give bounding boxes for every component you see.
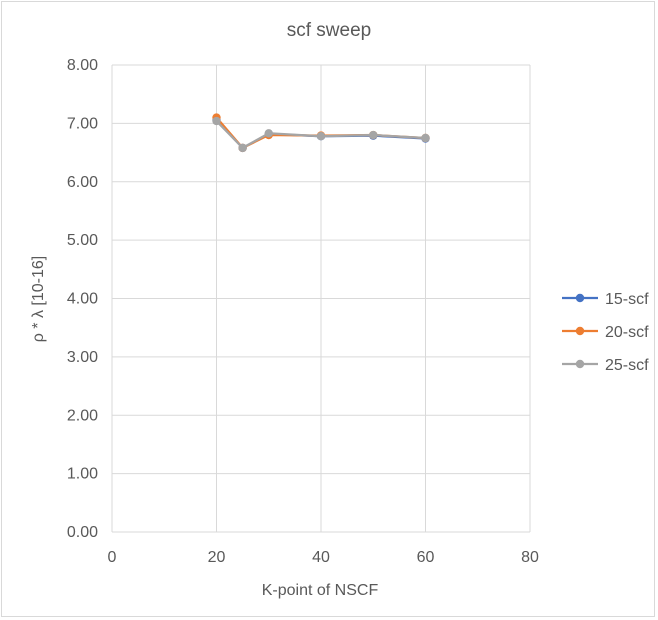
x-tick-label: 0 — [108, 549, 117, 566]
y-tick-label: 4.00 — [67, 291, 98, 308]
legend-swatch-marker — [575, 293, 585, 303]
legend[interactable]: 15-scf 20-scf 25-scf — [562, 291, 649, 374]
legend-item-15-scf[interactable]: 15-scf — [562, 291, 649, 308]
y-axis-label: ρ * λ [10-16] — [30, 256, 47, 342]
x-axis-label: K-point of NSCF — [262, 582, 379, 599]
y-tick-label: 8.00 — [67, 57, 98, 74]
legend-swatch-marker — [575, 326, 585, 336]
y-tick-label: 5.00 — [67, 232, 98, 249]
y-axis-ticks: 0.00 1.00 2.00 3.00 4.00 5.00 6.00 7.00 8.00 — [67, 57, 98, 541]
series-line-25-scf — [215, 119, 427, 150]
data-point-25-scf — [264, 129, 273, 138]
x-tick-label: 80 — [521, 549, 539, 566]
legend-label: 15-scf — [605, 291, 649, 308]
data-point-25-scf — [238, 143, 247, 153]
legend-item-25-scf[interactable]: 25-scf — [562, 357, 649, 374]
series-25-scf — [212, 116, 430, 153]
y-tick-label: 2.00 — [67, 407, 98, 424]
y-tick-label: 1.00 — [67, 466, 98, 483]
x-tick-label: 20 — [208, 549, 226, 566]
x-tick-label: 60 — [417, 549, 435, 566]
legend-item-20-scf[interactable]: 20-scf — [562, 324, 649, 341]
legend-label: 20-scf — [605, 324, 649, 341]
data-point-25-scf — [421, 133, 430, 143]
grid-lines — [111, 64, 531, 533]
x-tick-label: 40 — [312, 549, 330, 566]
data-point-25-scf — [212, 116, 221, 126]
y-tick-label: 0.00 — [67, 524, 98, 541]
data-point-25-scf — [369, 130, 378, 140]
x-axis-ticks: 0 20 40 60 80 — [108, 549, 539, 566]
legend-label: 25-scf — [605, 357, 649, 374]
chart-title: scf sweep — [287, 20, 371, 41]
data-point-25-scf — [316, 132, 326, 141]
y-tick-label: 7.00 — [67, 115, 98, 132]
y-tick-label: 6.00 — [67, 174, 98, 191]
legend-swatch-marker — [575, 359, 585, 369]
data-series — [212, 113, 430, 153]
y-tick-label: 3.00 — [67, 349, 98, 366]
